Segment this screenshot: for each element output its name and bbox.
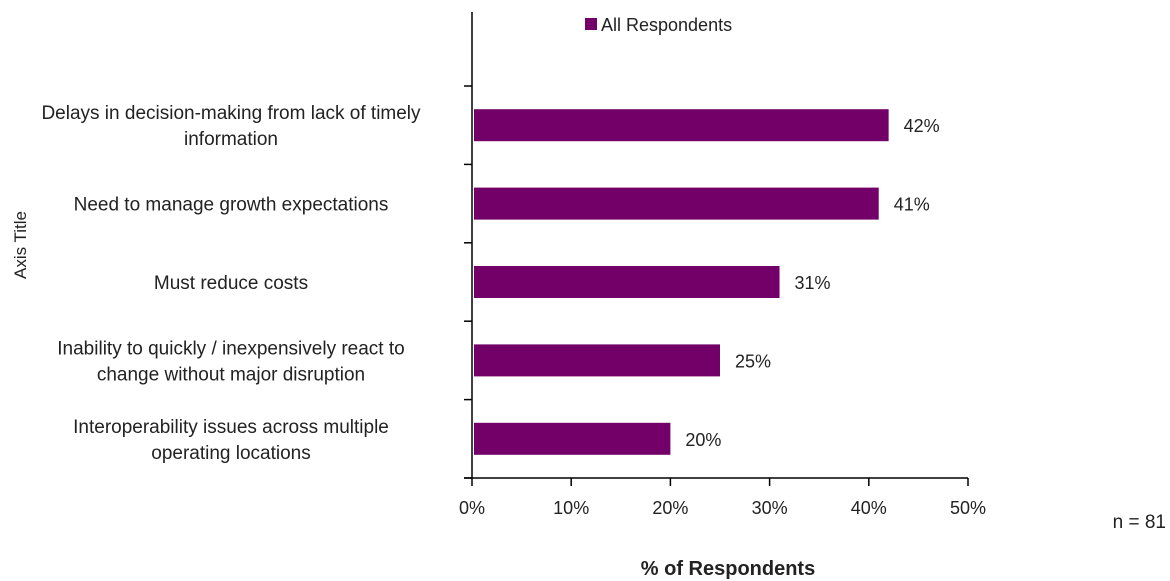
bar-delays-in-decision-making-from-lack-of-t [474, 109, 889, 142]
bars [474, 109, 889, 455]
bar-value-label: 31% [795, 273, 831, 293]
x-axis-title: % of Respondents [641, 558, 815, 580]
bar-value-label: 25% [735, 351, 771, 371]
bar-need-to-manage-growth-expectations [474, 187, 879, 220]
category-label: Must reduce costs [154, 273, 308, 294]
x-tick-label: 0% [459, 498, 485, 518]
x-tick-label: 10% [553, 498, 589, 518]
x-tick-labels: 0% 10% 20% 30% 40% 50% [459, 498, 986, 518]
category-label: Interoperability issues across multiple o… [73, 417, 389, 464]
y-axis-title: Axis Title [11, 211, 30, 279]
x-axis-ticks [471, 478, 969, 486]
bar-must-reduce-costs [474, 266, 780, 298]
value-labels: 42% 41% 31% 25% 20% [685, 116, 939, 450]
y-axis-ticks [464, 85, 472, 479]
x-tick-label: 50% [950, 498, 986, 518]
x-tick-label: 40% [851, 498, 887, 518]
legend-label-all-respondents: All Respondents [601, 15, 732, 35]
category-label: Need to manage growth expectations [74, 195, 389, 216]
legend: All Respondents [585, 15, 732, 35]
legend-swatch-all-respondents [585, 18, 597, 30]
category-label: Delays in decision-making from lack of t… [41, 103, 421, 150]
category-labels: Delays in decision-making from lack of t… [41, 103, 421, 464]
bar-value-label: 41% [894, 195, 930, 215]
bar-value-label: 42% [904, 116, 940, 136]
sample-size-note: n = 81 [1113, 512, 1166, 533]
x-tick-label: 20% [652, 498, 688, 518]
category-label: Inability to quickly / inexpensively rea… [57, 338, 404, 385]
x-tick-label: 30% [752, 498, 788, 518]
bar-inability-to-quickly-inexpensively-react [474, 344, 720, 377]
bar-interoperability-issues-across-multiple- [474, 422, 671, 455]
axes [464, 12, 968, 479]
bar-value-label: 20% [685, 430, 721, 450]
